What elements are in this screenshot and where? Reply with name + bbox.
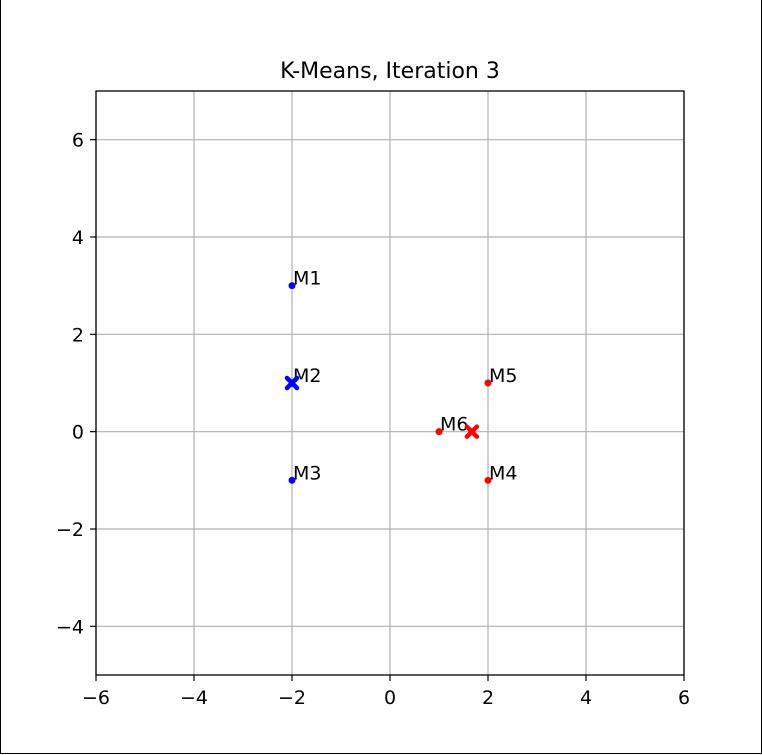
point-label: M2 [293, 365, 321, 387]
centroid-marker [464, 424, 480, 439]
point-label: M6 [440, 414, 468, 436]
y-tick-label: −4 [56, 616, 84, 638]
point-label: M5 [489, 365, 517, 387]
x-tick-label: 2 [482, 687, 494, 709]
y-tick-label: 4 [72, 227, 84, 249]
x-tick-label: −4 [180, 687, 208, 709]
data-marks: M1 M2 M3 M4 M5 M6 [284, 268, 517, 484]
grid-lines [95, 91, 685, 675]
y-tick-label: 2 [72, 324, 84, 346]
x-tick-label: −6 [82, 687, 110, 709]
x-axis: −6 −4 −2 0 2 4 6 [82, 675, 690, 709]
chart-title: K-Means, Iteration 3 [280, 59, 500, 84]
x-tick-label: 0 [384, 687, 396, 709]
data-point [484, 379, 492, 387]
x-tick-label: −2 [278, 687, 306, 709]
centroid-marker [284, 375, 300, 391]
y-tick-label: 6 [72, 130, 84, 152]
point-label: M1 [293, 268, 321, 290]
data-point [484, 476, 492, 484]
data-point [288, 282, 296, 290]
x-tick-label: 4 [580, 687, 592, 709]
y-axis: −4 −2 0 2 4 6 [56, 130, 96, 638]
y-tick-label: −2 [56, 519, 84, 541]
point-label: M4 [489, 462, 517, 484]
data-point [288, 476, 296, 484]
data-point [435, 428, 443, 436]
y-tick-label: 0 [72, 422, 84, 444]
x-tick-label: 6 [678, 687, 690, 709]
point-label: M3 [293, 462, 321, 484]
